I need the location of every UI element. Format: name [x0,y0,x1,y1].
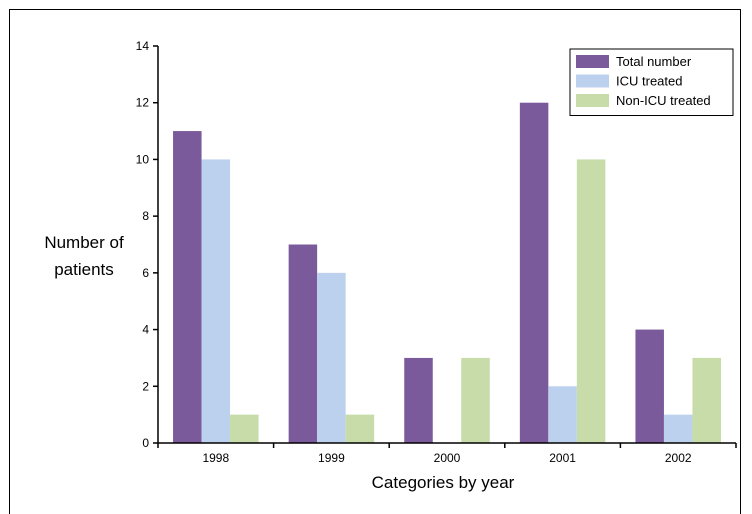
bar-non-icu-treated-2000 [461,357,490,443]
y-tick-label-10: 10 [136,152,150,166]
chart-frame [9,9,741,514]
bar-total-number-1998 [173,131,202,443]
x-tick-label-2001: 2001 [549,451,576,465]
y-axis-title-line-1: Number of [44,233,124,252]
x-axis-title: Categories by year [372,473,515,492]
y-tick-label-14: 14 [136,39,150,53]
y-tick-label-6: 6 [142,266,149,280]
bar-icu-treated-2002 [663,414,693,443]
y-tick-label-4: 4 [142,323,149,337]
bar-icu-treated-2001 [548,386,577,443]
legend-swatch-non-icu-treated [576,94,609,107]
bar-non-icu-treated-1998 [230,414,259,443]
bar-icu-treated-1998 [201,159,231,443]
x-tick-label-1998: 1998 [202,451,229,465]
y-axis-title-line-2: patients [54,260,114,279]
x-ticks-group: 1998 1999 2000 2001 2002 [157,443,737,465]
x-tick-label-2000: 2000 [434,451,461,465]
bar-total-number-2002 [635,329,664,443]
legend-label-icu-treated: ICU treated [616,74,682,89]
y-tick-label-0: 0 [142,436,149,450]
bars-group [173,102,721,444]
y-tick-label-12: 12 [136,96,150,110]
bar-total-number-2001 [519,102,549,444]
bar-total-number-1999 [288,244,318,443]
legend-swatch-icu-treated [576,74,609,88]
legend: Total number ICU treated Non-ICU treated [569,48,734,116]
bar-total-number-2000 [404,357,433,443]
bar-non-icu-treated-2002 [692,357,721,443]
y-tick-label-2: 2 [142,379,149,393]
x-tick-label-1999: 1999 [318,451,345,465]
x-tick-label-2002: 2002 [665,451,692,465]
legend-label-total-number: Total number [616,54,692,69]
bar-non-icu-treated-2001 [576,159,606,443]
y-ticks-group: 0 2 4 6 8 10 12 14 [136,39,158,450]
bar-non-icu-treated-1999 [345,414,375,443]
y-tick-label-8: 8 [142,209,149,223]
axes-group [157,46,736,444]
legend-swatch-total-number [576,55,609,68]
bar-icu-treated-1999 [317,272,346,443]
legend-label-non-icu-treated: Non-ICU treated [616,93,711,108]
